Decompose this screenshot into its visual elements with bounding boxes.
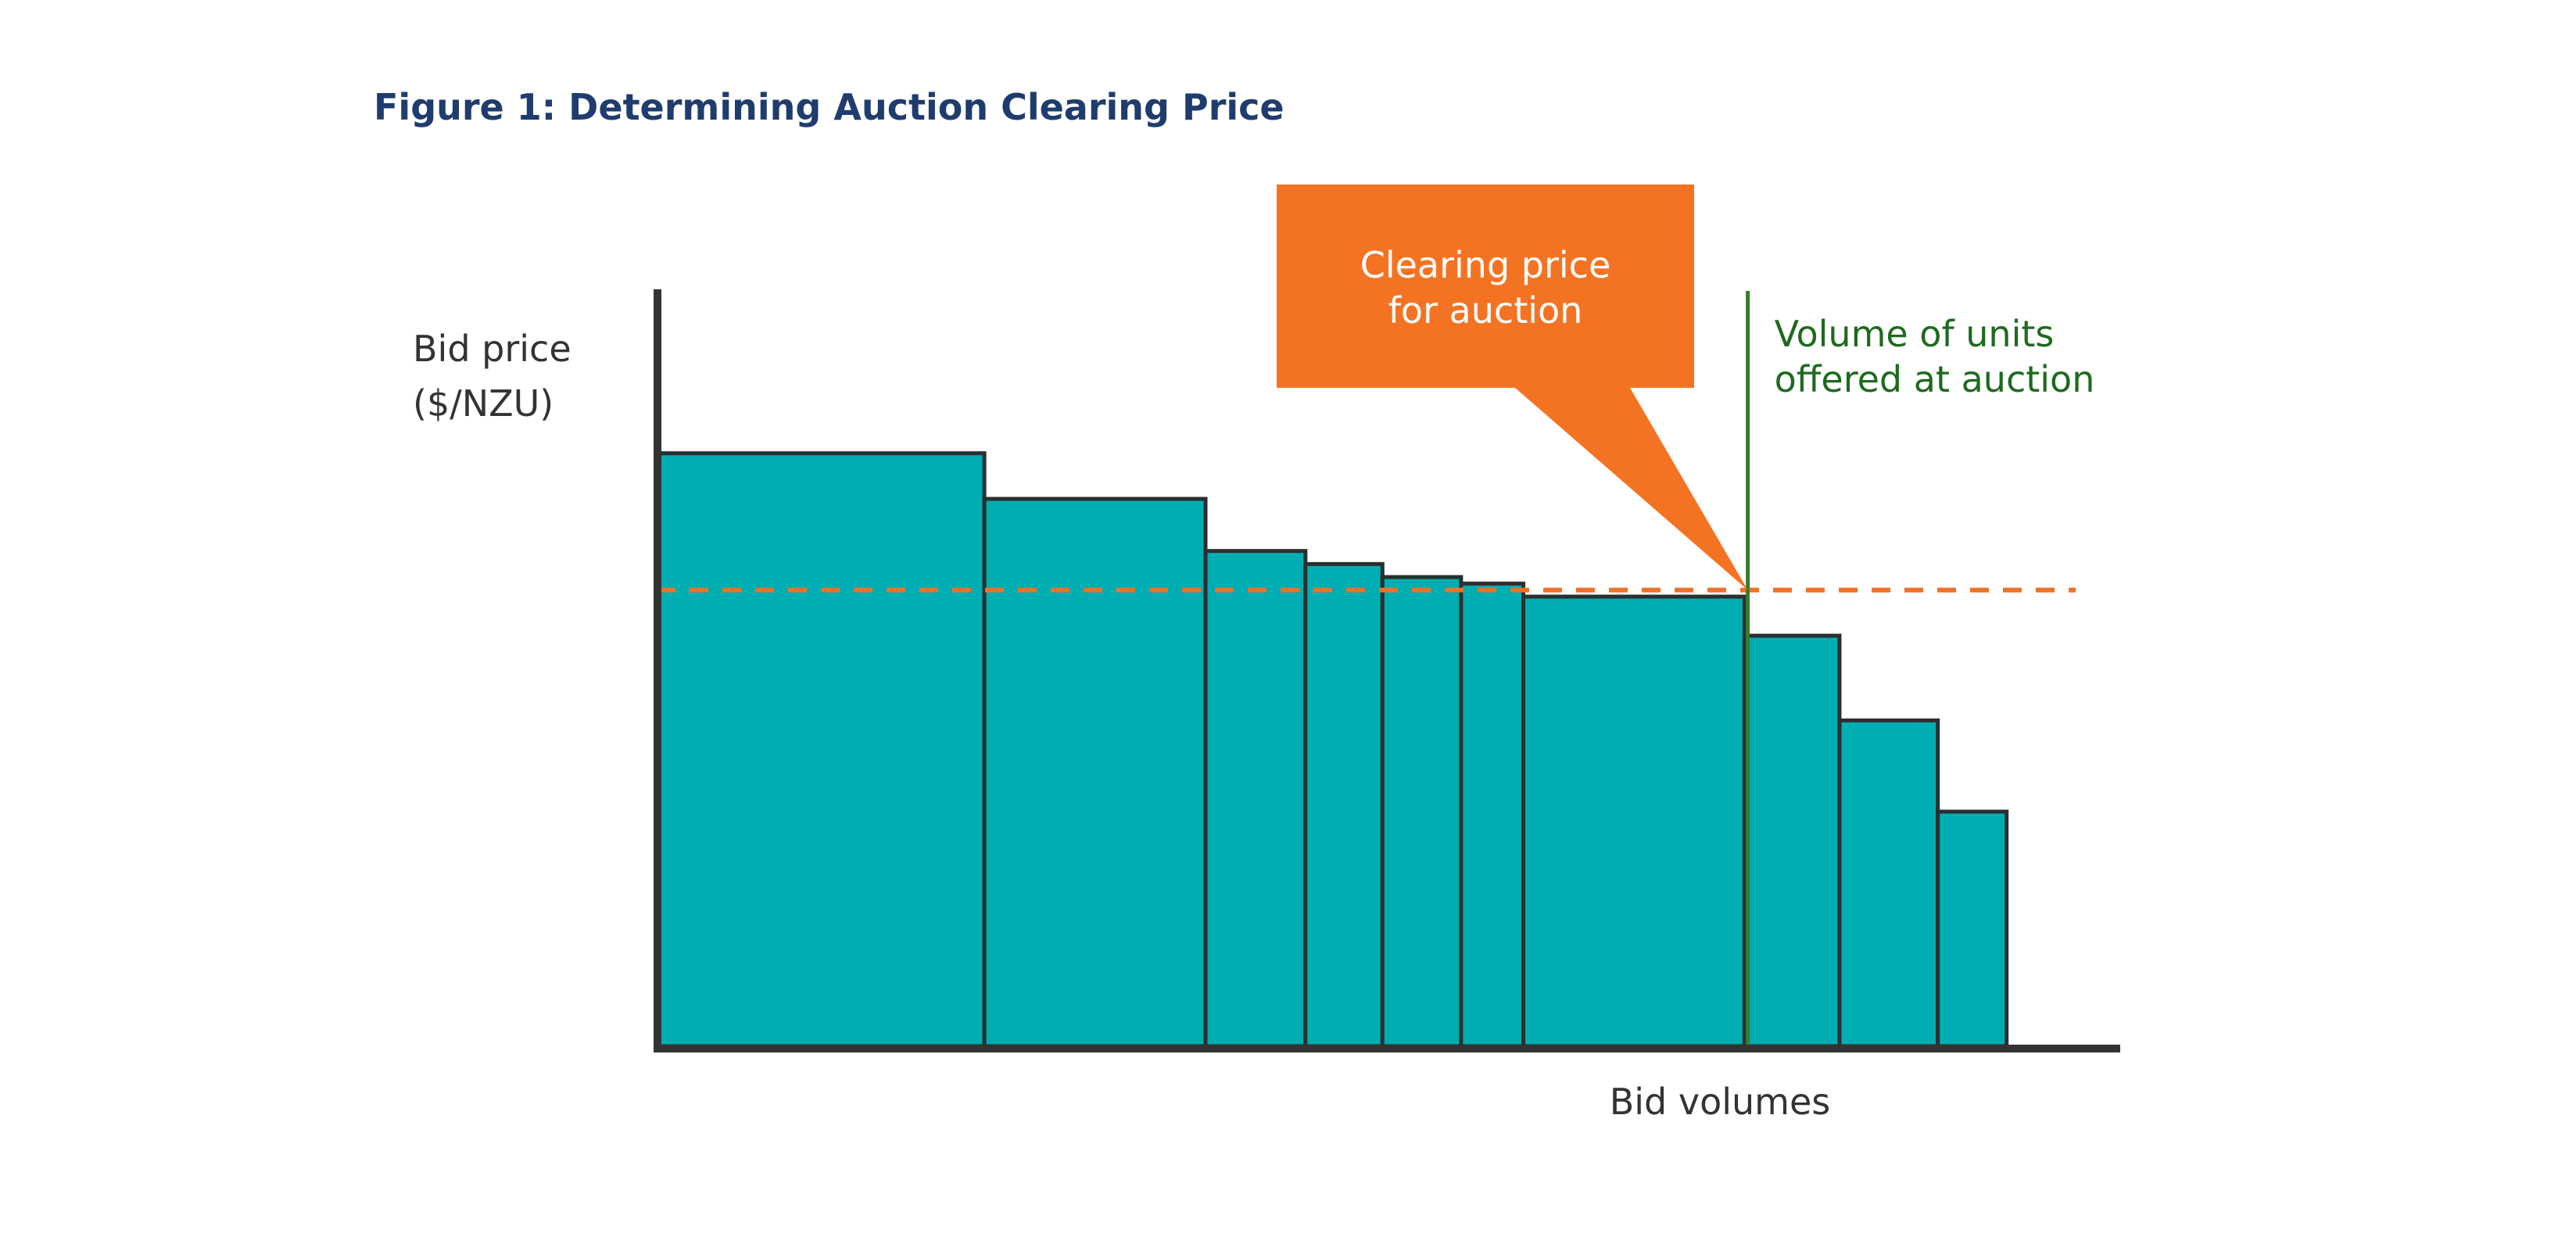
y-axis-label-line-2: ($/NZU) xyxy=(413,382,554,425)
bid-bar-1 xyxy=(654,451,987,1049)
supply-label-line-2: offered at auction xyxy=(1775,358,2095,400)
bid-bar-7 xyxy=(1521,594,1747,1049)
bid-bar-6 xyxy=(1459,581,1526,1049)
chart-title: Figure 1: Determining Auction Clearing P… xyxy=(374,86,1284,128)
callout-line-1: Clearing price xyxy=(1360,244,1611,286)
bid-bar-4 xyxy=(1303,561,1385,1049)
bid-bar-5 xyxy=(1380,575,1464,1049)
bid-bar-9 xyxy=(1837,718,1940,1049)
bid-bar-8 xyxy=(1742,633,1842,1049)
clearing-price-callout xyxy=(1277,185,1748,590)
callout-line-2: for auction xyxy=(1388,289,1583,332)
x-axis-label: Bid volumes xyxy=(1610,1081,1831,1123)
y-axis-label-line-1: Bid price xyxy=(413,328,571,370)
bid-bar-10 xyxy=(1936,809,2009,1049)
bid-bar-2 xyxy=(982,497,1208,1049)
bid-bar-3 xyxy=(1203,549,1308,1049)
supply-label-line-1: Volume of units xyxy=(1775,313,2055,355)
bar-series xyxy=(654,451,2009,1049)
y-axis-label: Bid price ($/NZU) xyxy=(413,328,571,425)
